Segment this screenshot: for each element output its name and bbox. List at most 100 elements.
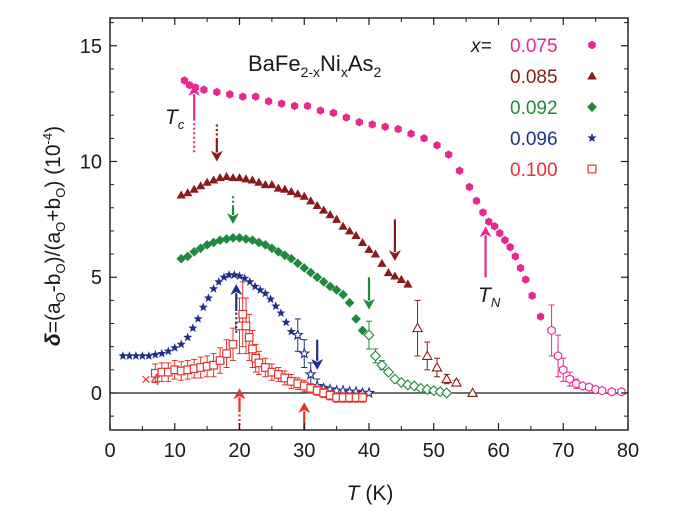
chart-title: BaFe2-xNixAs2	[248, 51, 382, 80]
data-point	[228, 339, 238, 349]
data-point	[182, 251, 193, 262]
y-tick-label: 0	[91, 383, 102, 405]
legend-marker-0.100	[587, 164, 597, 174]
data-point	[338, 221, 348, 230]
transition-arrow	[479, 226, 492, 278]
data-point	[163, 346, 173, 356]
arrow-head	[230, 284, 243, 295]
data-point	[273, 183, 283, 192]
data-point	[226, 90, 234, 99]
data-point	[299, 263, 310, 273]
y-axis-label: δ=(aO-bO)/(aO+bO) (10-4)	[40, 126, 68, 346]
data-point	[306, 196, 316, 205]
data-point	[381, 122, 389, 131]
data-point-open	[431, 361, 443, 372]
tc-label: Tc	[165, 106, 185, 132]
data-point-open	[369, 350, 382, 362]
data-point	[150, 349, 160, 359]
data-point	[319, 205, 329, 214]
data-point	[244, 333, 254, 342]
data-point-open	[547, 325, 556, 336]
data-point	[516, 263, 525, 273]
data-point	[364, 244, 374, 253]
data-point	[186, 80, 194, 90]
x-tick-label: 50	[423, 440, 445, 462]
data-point	[286, 253, 297, 264]
data-point-open	[559, 364, 568, 375]
data-point-open	[591, 384, 600, 395]
data-point	[221, 171, 232, 181]
data-point-open	[607, 386, 617, 397]
x-tick-label: 60	[487, 440, 509, 462]
data-point-open	[467, 387, 479, 397]
data-point-open	[441, 387, 453, 399]
data-point	[239, 92, 247, 101]
data-point	[338, 289, 348, 300]
data-point-open	[304, 368, 317, 380]
data-point	[280, 184, 290, 193]
data-point	[276, 308, 286, 318]
legend-label-0.075: 0.075	[510, 36, 558, 57]
x-tick-label: 30	[293, 440, 315, 462]
data-point	[303, 101, 312, 111]
data-point	[222, 349, 231, 358]
data-point	[344, 297, 355, 308]
data-point	[183, 188, 193, 197]
data-point	[248, 344, 257, 354]
data-point	[522, 275, 530, 284]
data-point	[180, 76, 189, 85]
transition-arrow	[227, 196, 240, 224]
data-point	[219, 272, 229, 282]
data-point	[370, 249, 381, 258]
data-point	[293, 189, 303, 198]
series-0.092	[176, 233, 453, 399]
data-point	[536, 312, 545, 321]
arrow-head	[227, 213, 240, 224]
data-point	[188, 323, 198, 333]
data-point	[286, 326, 296, 336]
data-point	[290, 101, 299, 111]
data-point	[472, 196, 481, 206]
data-point	[299, 191, 309, 200]
data-point	[229, 270, 239, 279]
data-point-open	[421, 350, 433, 360]
data-point	[228, 233, 238, 243]
data-point	[203, 293, 214, 302]
data-point	[202, 240, 212, 250]
data-point	[496, 229, 504, 238]
data-point	[485, 217, 493, 226]
data-point	[176, 190, 186, 199]
data-point-open	[441, 373, 453, 384]
data-point	[241, 321, 251, 331]
arrow-head	[188, 85, 201, 96]
legend-marker-0.096	[587, 133, 597, 142]
data-point	[200, 85, 208, 94]
data-point	[325, 210, 335, 219]
transition-arrow	[388, 219, 401, 262]
data-point-open	[553, 351, 563, 361]
arrow-head	[388, 250, 401, 262]
data-point	[176, 339, 186, 349]
series-0.075	[180, 76, 626, 397]
data-point	[332, 214, 342, 223]
data-point	[420, 134, 428, 143]
series-0.085	[176, 171, 479, 397]
data-point	[240, 273, 250, 283]
data-point	[342, 113, 350, 122]
data-point	[277, 99, 286, 108]
data-point	[403, 279, 413, 288]
data-point	[357, 237, 368, 246]
data-point	[511, 252, 519, 261]
data-point	[255, 285, 265, 294]
data-point	[305, 267, 316, 278]
transition-arrow	[311, 339, 324, 370]
data-point	[250, 281, 260, 291]
data-point	[271, 301, 281, 311]
data-point-open	[362, 386, 376, 399]
series-0.100	[150, 281, 367, 403]
legend-label-0.100: 0.100	[510, 160, 558, 181]
arrow-head	[363, 298, 375, 310]
x-tick-label: 0	[104, 440, 115, 462]
data-point	[183, 332, 193, 342]
data-point	[292, 258, 303, 269]
